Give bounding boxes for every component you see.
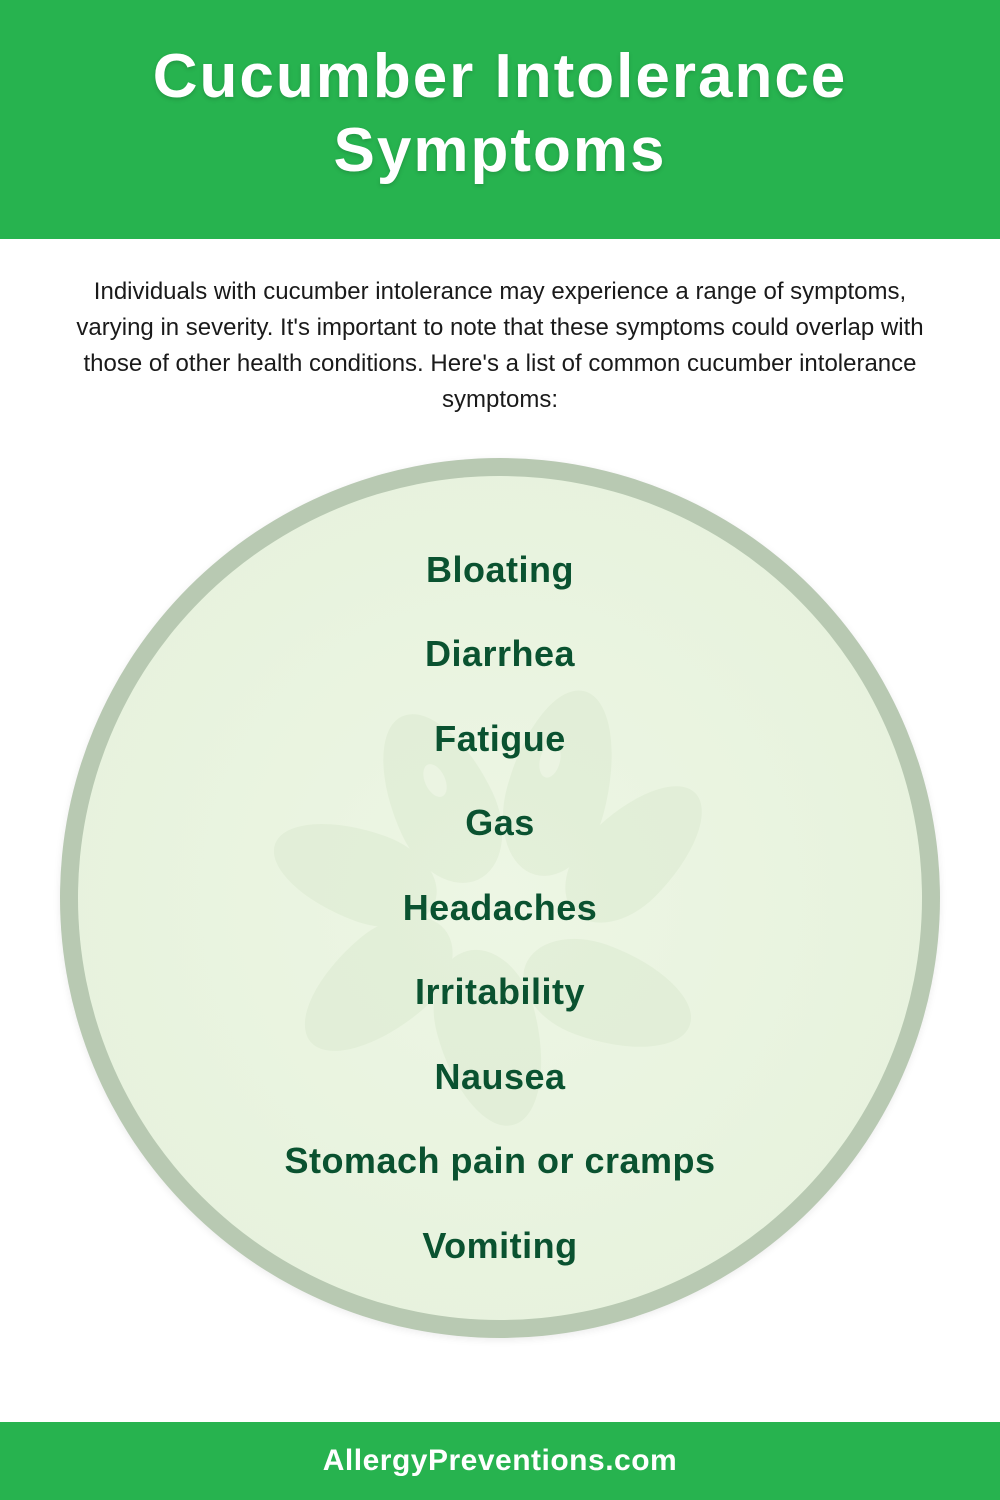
symptom-item: Diarrhea (425, 633, 575, 675)
symptom-item: Bloating (426, 549, 574, 591)
content-area: Individuals with cucumber intolerance ma… (0, 239, 1000, 1422)
intro-paragraph: Individuals with cucumber intolerance ma… (60, 274, 940, 418)
symptom-item: Stomach pain or cramps (284, 1140, 715, 1182)
symptom-item: Headaches (403, 887, 598, 929)
symptom-item: Irritability (415, 971, 585, 1013)
page-title: Cucumber Intolerance Symptoms (30, 40, 970, 189)
footer-attribution: AllergyPreventions.com (0, 1444, 1000, 1478)
footer-banner: AllergyPreventions.com (0, 1422, 1000, 1500)
symptoms-list: Bloating Diarrhea Fatigue Gas Headaches … (60, 518, 940, 1298)
header-banner: Cucumber Intolerance Symptoms (0, 0, 1000, 239)
symptom-item: Gas (465, 802, 535, 844)
cucumber-slice-graphic: Bloating Diarrhea Fatigue Gas Headaches … (60, 458, 940, 1338)
symptom-item: Fatigue (434, 718, 566, 760)
symptom-item: Vomiting (422, 1225, 577, 1267)
symptom-item: Nausea (434, 1056, 565, 1098)
